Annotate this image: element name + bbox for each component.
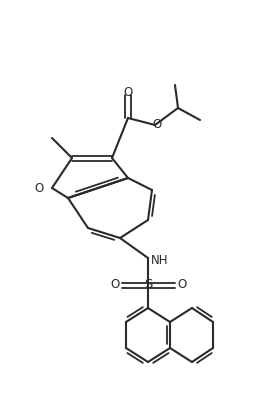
Text: O: O: [177, 278, 186, 292]
Text: O: O: [111, 278, 120, 292]
Text: NH: NH: [151, 253, 169, 267]
Text: O: O: [152, 118, 162, 130]
Text: S: S: [144, 278, 152, 292]
Text: O: O: [123, 86, 133, 99]
Text: O: O: [35, 181, 44, 194]
